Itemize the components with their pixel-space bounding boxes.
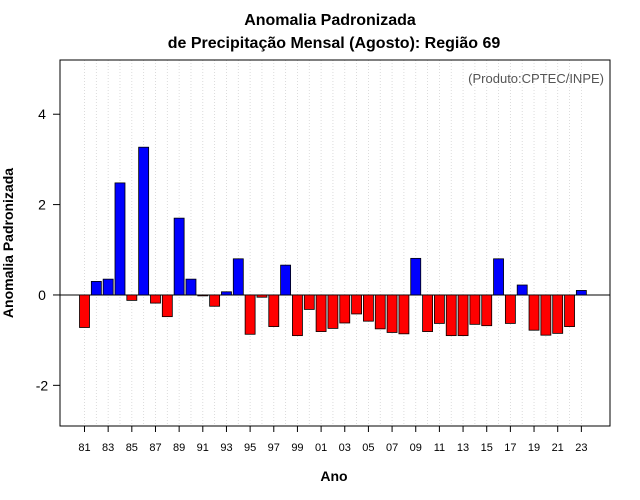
x-tick-label: 09 [410,442,422,454]
bar-1998 [280,264,292,296]
x-tick-label: 81 [78,442,90,454]
bar-2014 [469,294,481,325]
x-tick-label: 83 [102,442,114,454]
y-tick-label: -2 [36,377,49,393]
bar-2013 [457,294,469,337]
x-tick-label: 87 [149,442,161,454]
bar-1989 [173,217,185,296]
x-tick-label: 89 [173,442,185,454]
x-tick-label: 97 [268,442,280,454]
bar-1992 [209,294,221,307]
bar-1984 [114,182,126,296]
bar-2001 [315,294,327,332]
x-tick-label: 11 [434,442,445,454]
x-tick-label: 85 [126,442,138,454]
bar-1987 [150,294,161,304]
x-tick-label: 17 [504,442,516,454]
y-tick-label: 4 [38,106,46,122]
bar-2011 [433,294,445,324]
bar-2006 [374,294,386,330]
chart-title: Anomalia Padronizada [244,12,416,29]
bar-1985 [126,294,138,301]
bar-1999 [292,294,303,337]
y-axis: 4 2 0 -2 [36,106,60,393]
bar-2005 [363,294,374,322]
bar-1981 [79,294,90,328]
bar-1986 [138,146,150,296]
y-tick-label: 2 [38,197,46,213]
bar-2017 [504,294,516,324]
x-tick-label: 21 [552,442,564,454]
bar-1996 [256,294,268,298]
x-tick-label: 23 [575,442,587,454]
x-tick-label: 15 [481,442,493,454]
x-tick-label: 91 [197,442,209,454]
bar-1982 [90,281,102,296]
bar-2016 [493,258,504,296]
bars-group [79,146,587,337]
x-tick-label: 19 [528,442,540,454]
bar-1995 [244,294,256,335]
bar-2019 [528,294,540,331]
bar-1994 [232,258,244,296]
bar-2009 [410,257,422,296]
x-tick-label: 13 [457,442,469,454]
bar-2012 [445,294,457,337]
plot-frame [59,59,611,427]
x-tick-label: 07 [386,442,398,454]
bar-2020 [540,294,552,336]
bar-2002 [327,294,339,329]
bar-2007 [386,294,398,333]
x-tick-label: 99 [291,442,303,454]
bar-2021 [552,294,564,334]
bar-2000 [303,294,315,310]
bar-2018 [516,284,528,296]
x-axis: 81 83 85 87 89 91 93 95 97 99 01 03 05 07 09 11 13 15 17 19… [78,426,587,454]
bar-1990 [185,278,197,296]
bar-2010 [422,294,433,332]
bar-2003 [339,294,351,324]
x-tick-label: 05 [362,442,374,454]
bar-1983 [102,278,114,296]
bar-1988 [161,294,173,318]
bar-1993 [221,291,232,296]
bar-2022 [564,294,575,327]
y-axis-title: Anomalia Padronizada [0,168,16,318]
bar-2015 [481,294,493,327]
bar-2004 [351,294,362,315]
bar-1991 [197,294,209,297]
x-tick-label: 95 [244,442,256,454]
x-tick-label: 01 [315,442,327,454]
y-tick-label: 0 [38,287,46,303]
x-axis-title: Ano [320,468,347,484]
x-tick-label: 03 [339,442,351,454]
credit-label: (Produto:CPTEC/INPE) [468,71,604,86]
x-tick-label: 93 [220,442,232,454]
bar-1997 [268,294,280,327]
vertical-grid-lines [84,60,582,426]
bar-2008 [398,294,410,335]
bar-2023 [575,290,587,296]
chart-subtitle: de Precipitação Mensal (Agosto): Região … [168,35,501,52]
